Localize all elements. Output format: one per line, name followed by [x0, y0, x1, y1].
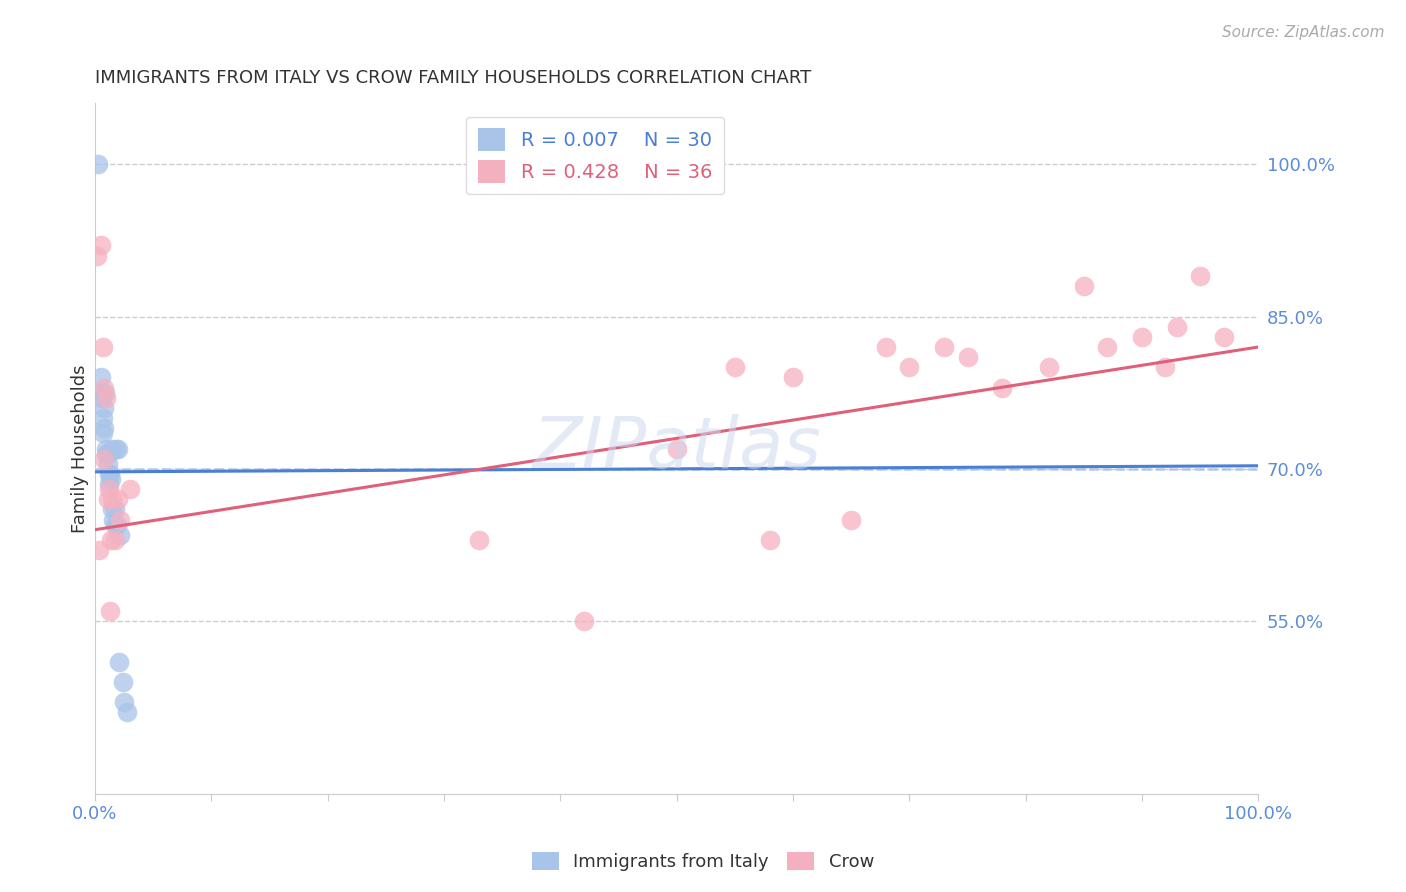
Point	[93, 451, 115, 466]
Point	[1166, 319, 1188, 334]
Point	[93, 401, 115, 415]
Point	[110, 512, 132, 526]
Point	[91, 411, 114, 425]
Point	[101, 442, 124, 456]
Point	[110, 528, 132, 542]
Point	[108, 655, 131, 669]
Point	[111, 675, 134, 690]
Point	[1212, 330, 1234, 344]
Point	[1130, 330, 1153, 344]
Point	[103, 512, 125, 526]
Point	[91, 426, 114, 441]
Legend: Immigrants from Italy, Crow: Immigrants from Italy, Crow	[524, 845, 882, 879]
Point	[107, 442, 129, 456]
Point	[97, 492, 120, 507]
Point	[112, 695, 135, 709]
Point	[665, 442, 688, 456]
Point	[1073, 279, 1095, 293]
Text: IMMIGRANTS FROM ITALY VS CROW FAMILY HOUSEHOLDS CORRELATION CHART: IMMIGRANTS FROM ITALY VS CROW FAMILY HOU…	[94, 69, 811, 87]
Point	[96, 447, 118, 461]
Point	[103, 533, 125, 547]
Point	[782, 370, 804, 384]
Point	[572, 614, 595, 628]
Point	[97, 467, 120, 481]
Point	[100, 472, 122, 486]
Point	[87, 157, 110, 171]
Point	[934, 340, 956, 354]
Point	[97, 447, 120, 461]
Point	[97, 457, 120, 471]
Point	[98, 467, 121, 481]
Point	[100, 533, 122, 547]
Point	[758, 533, 780, 547]
Point	[103, 517, 125, 532]
Point	[1189, 268, 1212, 283]
Point	[898, 360, 921, 375]
Point	[96, 442, 118, 456]
Text: ZIPatlas: ZIPatlas	[531, 414, 821, 483]
Point	[97, 477, 120, 491]
Point	[1095, 340, 1118, 354]
Point	[724, 360, 747, 375]
Point	[86, 249, 108, 263]
Point	[991, 381, 1014, 395]
Legend: R = 0.007    N = 30, R = 0.428    N = 36: R = 0.007 N = 30, R = 0.428 N = 36	[467, 117, 724, 194]
Text: Source: ZipAtlas.com: Source: ZipAtlas.com	[1222, 25, 1385, 40]
Point	[839, 512, 862, 526]
Point	[1038, 360, 1060, 375]
Point	[118, 482, 141, 496]
Point	[117, 706, 139, 720]
Point	[91, 340, 114, 354]
Point	[104, 442, 127, 456]
Point	[1154, 360, 1177, 375]
Point	[97, 482, 120, 496]
Point	[90, 391, 112, 405]
Point	[101, 492, 124, 507]
Point	[93, 381, 115, 395]
Point	[107, 492, 129, 507]
Y-axis label: Family Households: Family Households	[72, 364, 89, 533]
Point	[98, 604, 121, 618]
Point	[101, 502, 124, 516]
Point	[90, 370, 112, 384]
Point	[875, 340, 897, 354]
Point	[94, 385, 117, 400]
Point	[103, 502, 125, 516]
Point	[468, 533, 491, 547]
Point	[90, 238, 112, 252]
Point	[90, 385, 112, 400]
Point	[93, 421, 115, 435]
Point	[96, 391, 118, 405]
Point	[956, 350, 979, 364]
Point	[105, 517, 128, 532]
Point	[89, 543, 111, 558]
